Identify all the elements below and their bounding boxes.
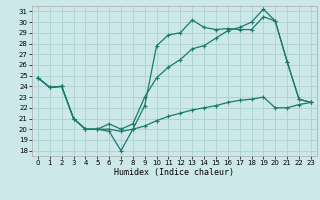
X-axis label: Humidex (Indice chaleur): Humidex (Indice chaleur) xyxy=(115,168,234,177)
